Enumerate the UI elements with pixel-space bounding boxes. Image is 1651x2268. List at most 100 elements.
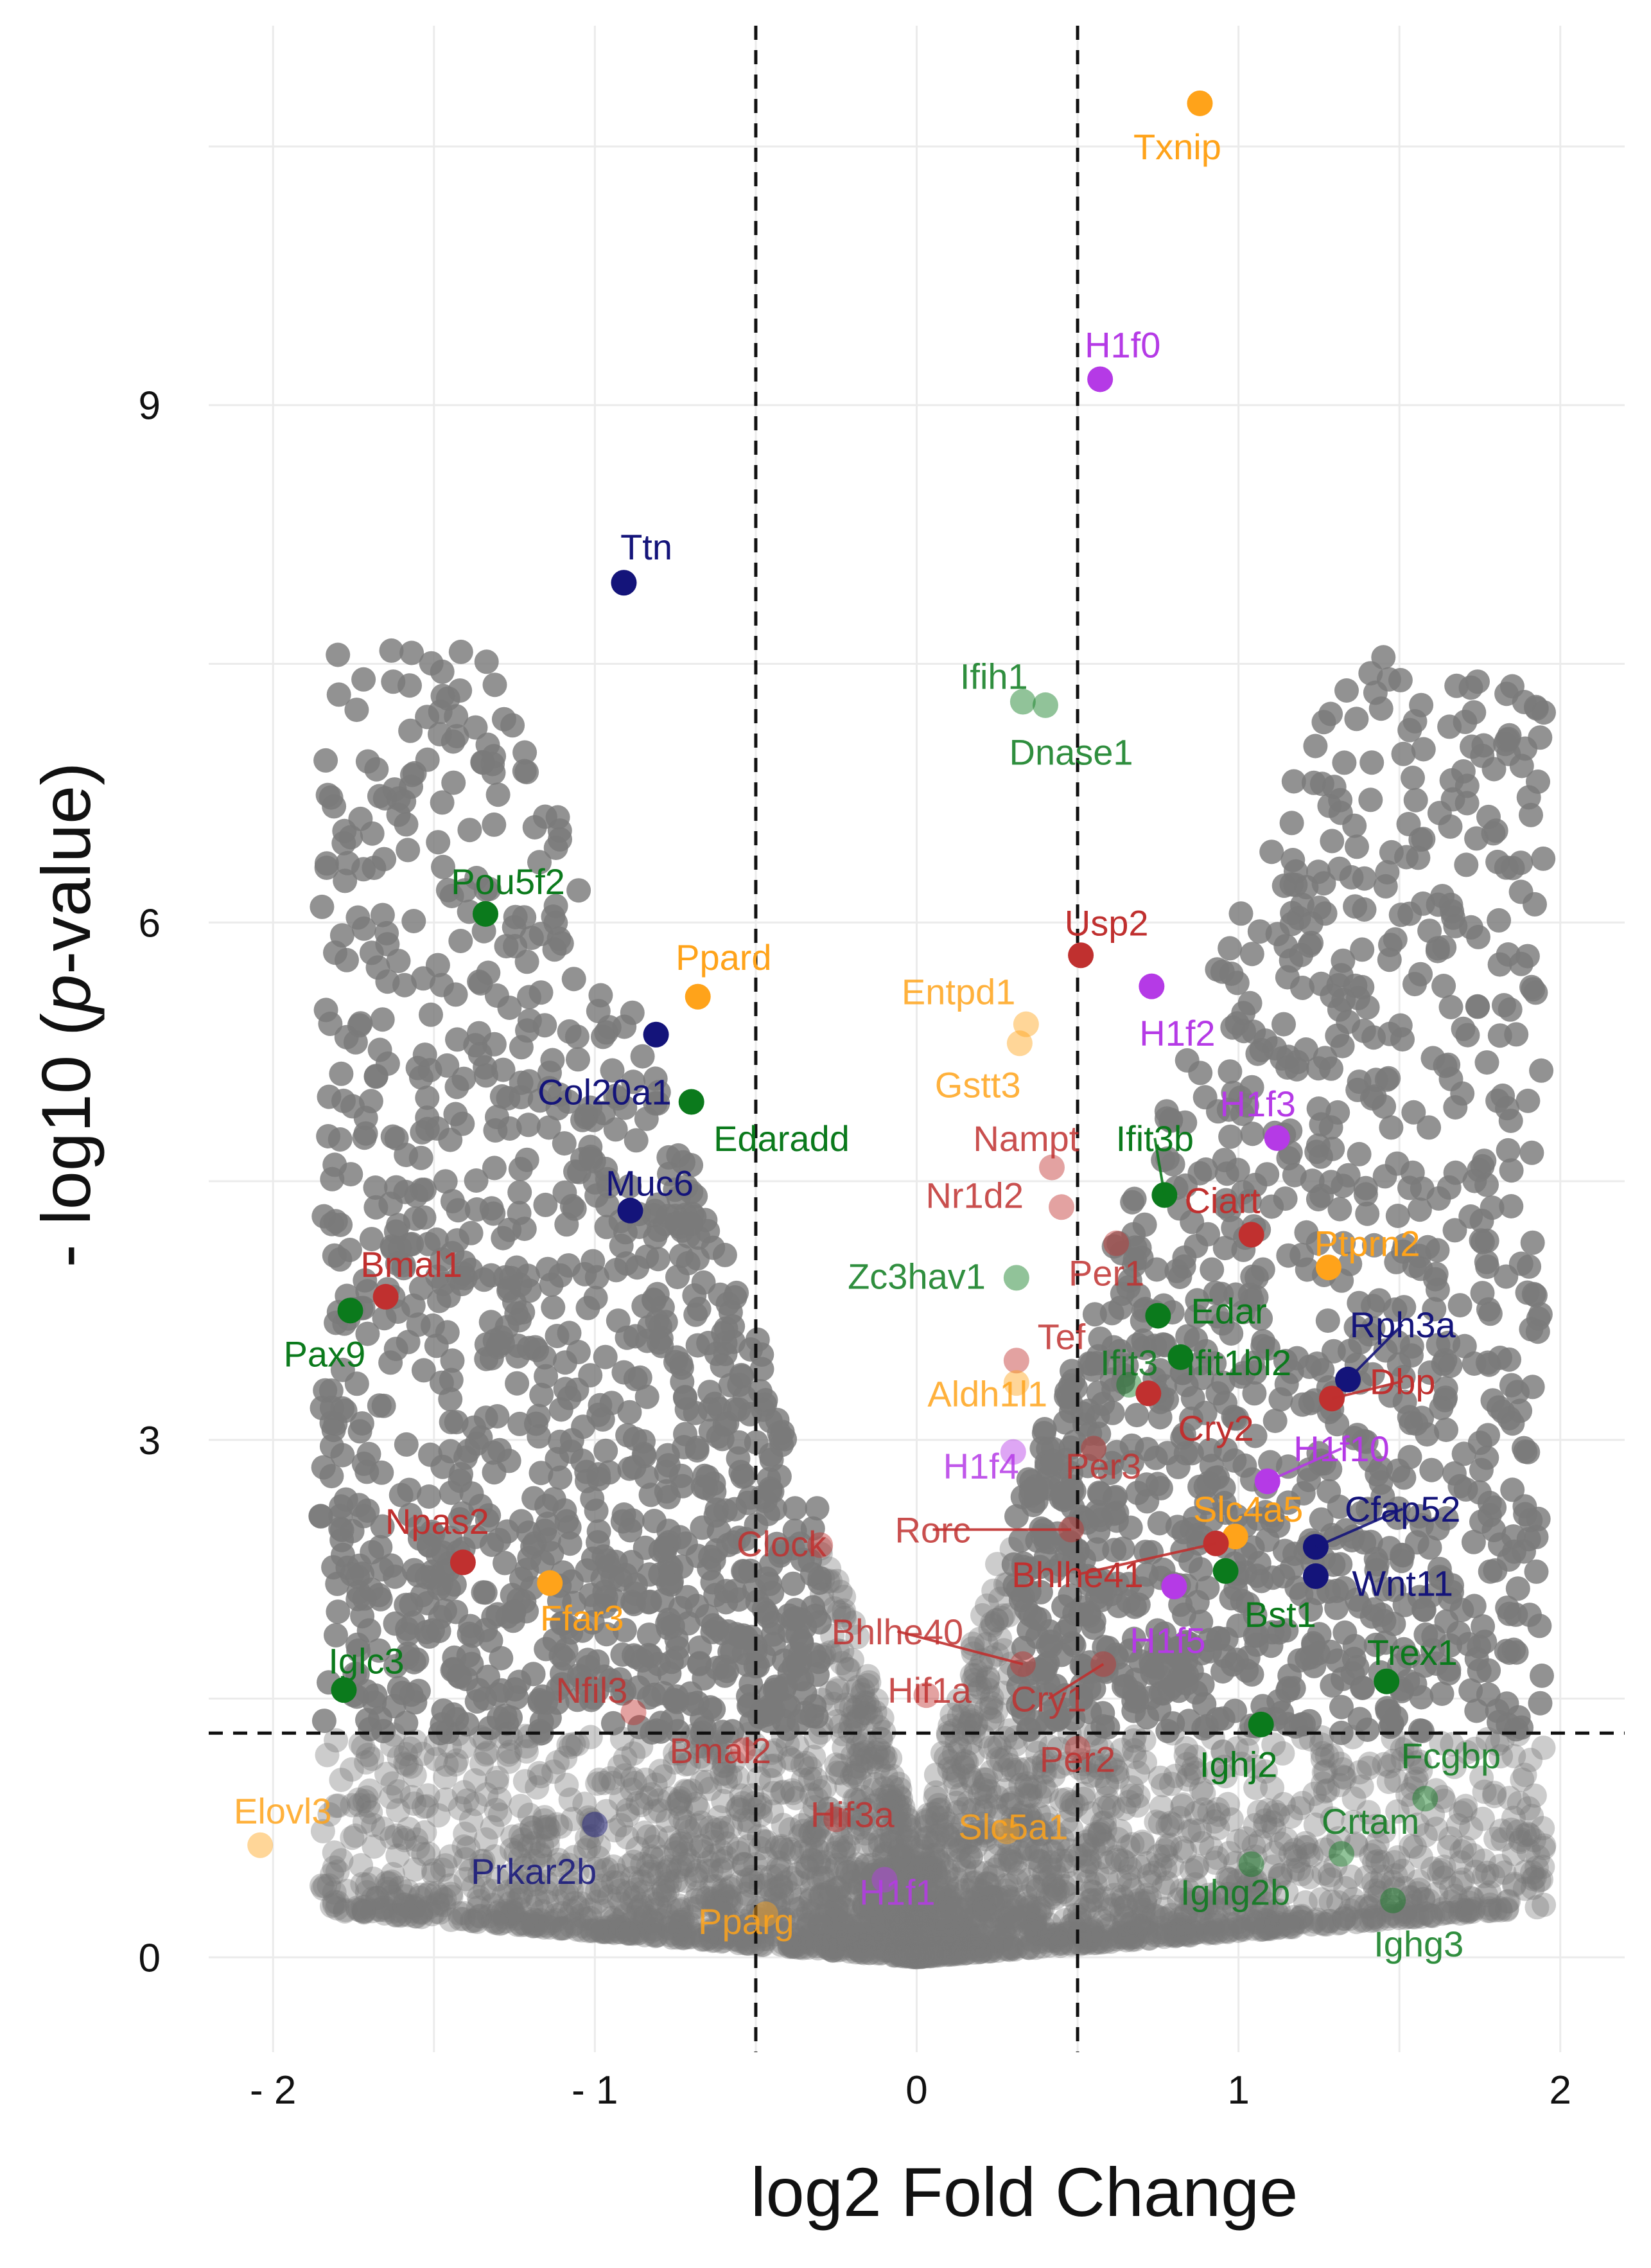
- background-point: [503, 1840, 528, 1865]
- background-point: [796, 1911, 821, 1936]
- background-point: [1079, 1924, 1105, 1949]
- background-point: [1169, 1914, 1194, 1939]
- background-point: [484, 1798, 509, 1822]
- background-point: [785, 1734, 810, 1759]
- background-point: [887, 1811, 913, 1836]
- background-point: [1249, 1569, 1274, 1594]
- background-point: [1290, 1791, 1315, 1816]
- background-point: [1345, 834, 1369, 859]
- background-point: [440, 1348, 465, 1373]
- background-point: [1004, 1868, 1029, 1893]
- background-point: [448, 1796, 473, 1821]
- background-point: [1404, 1530, 1429, 1555]
- background-point: [1460, 1886, 1485, 1912]
- background-point: [871, 1741, 896, 1766]
- background-point: [1280, 1858, 1306, 1883]
- background-point: [1388, 902, 1413, 927]
- background-point: [1458, 1816, 1483, 1841]
- background-point: [841, 1705, 866, 1729]
- background-point: [726, 1430, 751, 1455]
- background-point: [786, 1870, 811, 1895]
- background-point: [1289, 1905, 1314, 1930]
- background-point: [758, 1476, 783, 1501]
- background-point: [1481, 821, 1506, 846]
- background-point: [1210, 1739, 1236, 1764]
- background-point: [1299, 931, 1324, 956]
- background-point: [1236, 1884, 1261, 1909]
- background-point: [754, 1909, 779, 1934]
- background-point: [380, 1733, 405, 1758]
- background-point: [586, 999, 611, 1024]
- background-point: [1402, 972, 1427, 997]
- background-point: [394, 1752, 419, 1777]
- background-point: [1309, 771, 1334, 796]
- background-point: [624, 1645, 649, 1669]
- background-point: [1523, 1283, 1548, 1308]
- background-point: [1205, 1707, 1230, 1732]
- background-point: [953, 1748, 978, 1773]
- background-point: [443, 1752, 468, 1777]
- background-point: [1390, 1737, 1415, 1762]
- background-point: [1095, 1913, 1120, 1938]
- background-point: [444, 1075, 469, 1100]
- background-point: [1444, 673, 1469, 698]
- background-point: [623, 1324, 648, 1349]
- background-point: [668, 1915, 693, 1940]
- background-point: [1246, 1799, 1271, 1824]
- background-point: [503, 904, 528, 929]
- background-point: [685, 1594, 710, 1619]
- background-point: [975, 1669, 1000, 1694]
- background-point: [570, 1918, 594, 1943]
- background-point: [966, 1892, 991, 1917]
- background-point: [521, 1831, 546, 1856]
- background-point: [852, 1694, 877, 1719]
- background-point: [1184, 1856, 1209, 1880]
- background-point: [609, 1233, 634, 1258]
- background-point: [781, 1894, 806, 1918]
- background-point: [887, 1798, 912, 1824]
- background-point: [1031, 1921, 1056, 1946]
- background-point: [686, 1296, 712, 1321]
- background-point: [797, 1923, 822, 1948]
- background-point: [862, 1771, 887, 1797]
- background-point: [1079, 1916, 1105, 1940]
- background-point: [852, 1940, 877, 1965]
- background-point: [1306, 1187, 1331, 1211]
- background-point: [1498, 997, 1523, 1022]
- background-point: [1460, 1843, 1485, 1868]
- background-point: [1137, 1863, 1162, 1888]
- background-point: [1175, 1767, 1200, 1792]
- background-point: [914, 1807, 939, 1833]
- background-point: [473, 1827, 498, 1852]
- background-point: [898, 1913, 923, 1938]
- background-point: [803, 1725, 828, 1750]
- background-point: [904, 1943, 929, 1968]
- background-point: [1239, 942, 1264, 967]
- background-point: [869, 1898, 895, 1923]
- background-point: [853, 1701, 878, 1726]
- background-point: [1504, 1640, 1529, 1665]
- background-point: [574, 1459, 599, 1484]
- background-point: [487, 1912, 512, 1937]
- background-point: [699, 1822, 724, 1847]
- background-point: [1163, 1764, 1188, 1788]
- background-point: [712, 1901, 737, 1926]
- background-point: [964, 1892, 989, 1917]
- background-point: [326, 682, 351, 707]
- background-point: [319, 1434, 344, 1459]
- background-point: [1173, 1901, 1198, 1926]
- background-point: [1310, 1358, 1335, 1383]
- background-point: [732, 1385, 757, 1410]
- background-point: [668, 1351, 694, 1376]
- background-point: [606, 1863, 631, 1888]
- background-point: [1499, 1158, 1524, 1183]
- background-point: [728, 1459, 753, 1484]
- background-point: [1241, 1834, 1266, 1859]
- background-point: [1192, 1085, 1218, 1110]
- background-point: [617, 1400, 642, 1425]
- background-point: [855, 1746, 880, 1770]
- background-point: [402, 1791, 427, 1816]
- background-point: [978, 1904, 1003, 1929]
- background-point: [878, 1829, 904, 1854]
- background-point: [987, 1853, 1012, 1878]
